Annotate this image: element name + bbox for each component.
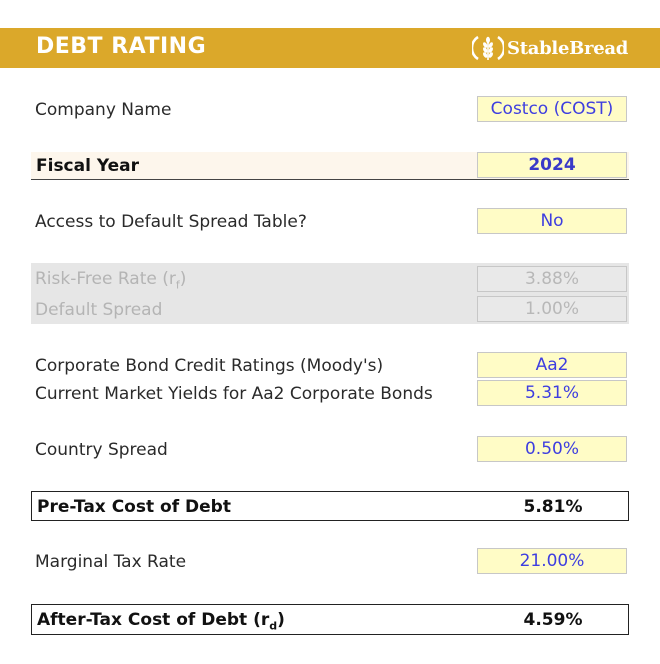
- country-spread-field[interactable]: 0.50%: [477, 436, 627, 462]
- pre-tax-cost-label: Pre-Tax Cost of Debt: [37, 497, 231, 517]
- risk-free-rate-field: 3.88%: [477, 266, 627, 292]
- credit-rating-label: Corporate Bond Credit Ratings (Moody's): [35, 356, 384, 376]
- country-spread-label: Country Spread: [35, 440, 168, 460]
- marginal-tax-rate-label: Marginal Tax Rate: [35, 552, 187, 572]
- market-yields-field[interactable]: 5.31%: [477, 380, 627, 406]
- default-spread-access-label: Access to Default Spread Table?: [35, 212, 307, 232]
- credit-rating-field[interactable]: Aa2: [477, 352, 627, 378]
- after-tax-cost-row: After-Tax Cost of Debt (rd) 4.59%: [31, 604, 629, 635]
- after-tax-cost-value: 4.59%: [523, 610, 583, 630]
- fiscal-year-field[interactable]: 2024: [477, 152, 627, 178]
- risk-free-rate-label: Risk-Free Rate (rf): [35, 269, 187, 292]
- default-spread-field: 1.00%: [477, 296, 627, 322]
- header-bar: DEBT RATING StableBread: [0, 28, 660, 68]
- market-yields-label: Current Market Yields for Aa2 Corporate …: [35, 384, 433, 404]
- after-tax-cost-label: After-Tax Cost of Debt (rd): [37, 610, 285, 633]
- page-title: DEBT RATING: [36, 34, 207, 59]
- company-name-label: Company Name: [35, 100, 172, 120]
- fiscal-year-label: Fiscal Year: [36, 156, 139, 176]
- default-spread-access-field[interactable]: No: [477, 208, 627, 234]
- default-spread-label: Default Spread: [35, 300, 163, 320]
- pre-tax-cost-value: 5.81%: [523, 497, 583, 517]
- marginal-tax-rate-field[interactable]: 21.00%: [477, 548, 627, 574]
- brand-name: StableBread: [507, 37, 628, 59]
- brand-logo: StableBread: [472, 33, 628, 63]
- wheat-icon: [472, 35, 505, 61]
- company-name-field[interactable]: Costco (COST): [477, 96, 627, 122]
- pre-tax-cost-row: Pre-Tax Cost of Debt 5.81%: [31, 491, 629, 521]
